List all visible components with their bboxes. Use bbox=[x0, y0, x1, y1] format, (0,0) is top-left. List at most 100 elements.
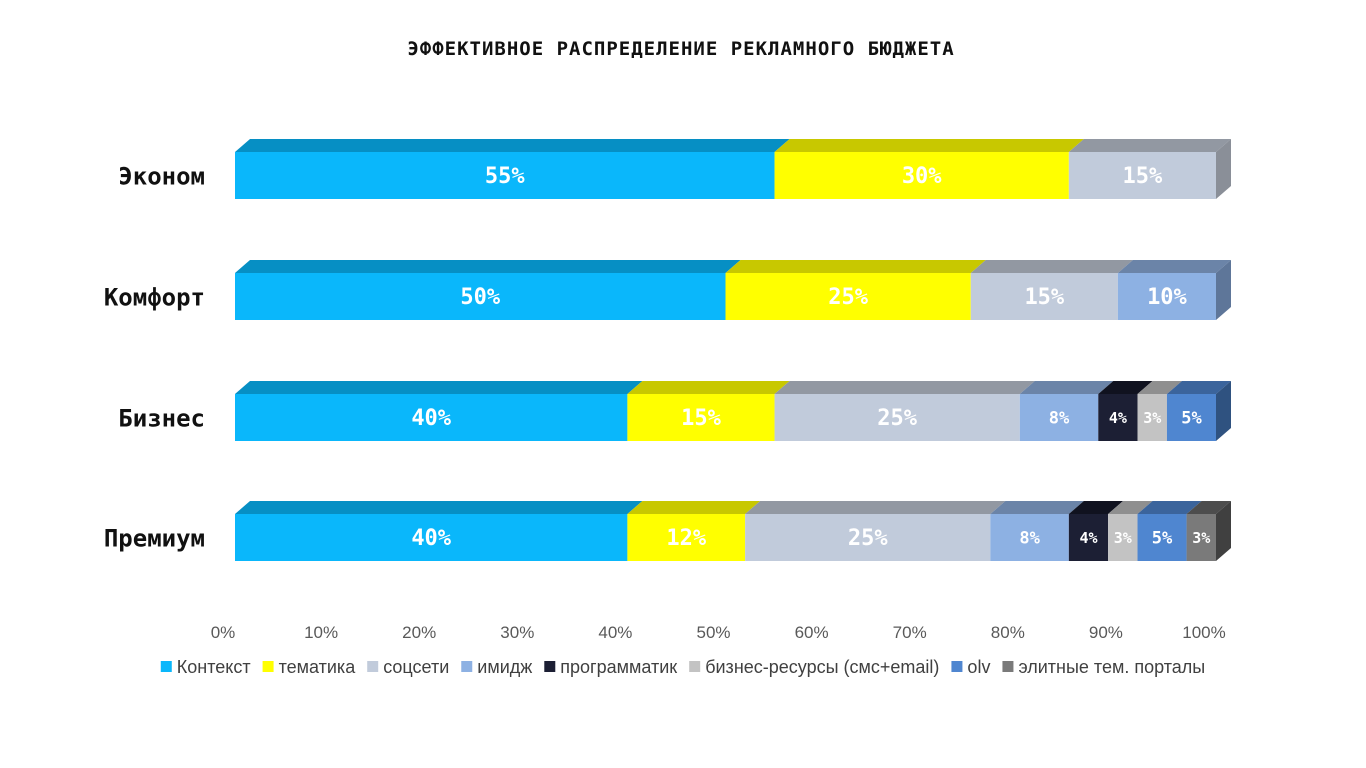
x-tick-label: 30% bbox=[500, 623, 534, 642]
bar-segment-top bbox=[1019, 381, 1114, 394]
bar-segment bbox=[1019, 394, 1099, 441]
bar-segment-top bbox=[1068, 501, 1124, 514]
bar-segment bbox=[235, 152, 775, 199]
legend-label: имидж bbox=[477, 657, 532, 677]
data-label: 55% bbox=[485, 164, 525, 189]
data-label: 25% bbox=[828, 285, 868, 310]
bar-segment bbox=[1098, 394, 1138, 441]
legend-item: соцсети bbox=[367, 657, 449, 677]
bar-segment bbox=[1186, 514, 1216, 561]
bar-side bbox=[1216, 381, 1231, 441]
x-tick-label: 90% bbox=[1089, 623, 1123, 642]
data-label: 3% bbox=[1114, 529, 1132, 547]
legend-swatch bbox=[160, 661, 172, 672]
legend-item: бизнес-ресурсы (смс+email) bbox=[689, 657, 939, 677]
bar-row-3: 40% 15% 25% 8% 4% 3% 5% bbox=[235, 381, 1231, 441]
x-tick-label: 20% bbox=[402, 623, 436, 642]
category-label: Эконом bbox=[118, 163, 205, 191]
legend-item: тематика bbox=[262, 657, 357, 677]
legend-label: бизнес-ресурсы (смс+email) bbox=[705, 657, 939, 677]
bar-segment bbox=[627, 394, 775, 441]
data-label: 40% bbox=[411, 526, 451, 551]
bar-segment-top bbox=[1117, 260, 1231, 273]
legend-swatch bbox=[689, 661, 701, 672]
legend-label: olv bbox=[967, 657, 990, 677]
bar-segment bbox=[235, 514, 628, 561]
bar-segment-top bbox=[235, 139, 790, 152]
bar-segment-top bbox=[235, 501, 643, 514]
legend-label: тематика bbox=[279, 657, 357, 677]
bar-segment bbox=[1137, 514, 1187, 561]
bar-segment bbox=[970, 273, 1118, 320]
category-label: Премиум bbox=[104, 525, 205, 553]
bar-segment bbox=[774, 152, 1069, 199]
data-label: 15% bbox=[681, 406, 721, 431]
data-label: 30% bbox=[902, 164, 942, 189]
bar-segment bbox=[1068, 152, 1216, 199]
data-label: 25% bbox=[848, 526, 888, 551]
legend-item: программатик bbox=[544, 657, 677, 677]
data-label: 25% bbox=[877, 406, 917, 431]
bar-side bbox=[1216, 139, 1231, 199]
x-tick-label: 80% bbox=[991, 623, 1025, 642]
legend-swatch bbox=[262, 661, 274, 672]
data-label: 3% bbox=[1192, 529, 1210, 547]
bar-segment bbox=[1068, 514, 1109, 561]
legend-item: элитные тем. порталы bbox=[1002, 657, 1205, 677]
bar-segment-top bbox=[774, 139, 1084, 152]
bar-side bbox=[1216, 501, 1231, 561]
data-label: 50% bbox=[460, 285, 500, 310]
bar-segment bbox=[1117, 273, 1216, 320]
data-label: 3% bbox=[1143, 409, 1161, 427]
bar-segment bbox=[745, 514, 991, 561]
legend-label: программатик bbox=[560, 657, 677, 677]
bar-segment-top bbox=[1098, 381, 1153, 394]
data-label: 8% bbox=[1019, 528, 1040, 548]
legend: Контекст тематика соцсети имидж программатик… bbox=[160, 657, 1205, 677]
bar-segment-top bbox=[990, 501, 1084, 514]
legend-label: элитные тем. порталы bbox=[1018, 657, 1205, 677]
bar-side bbox=[1216, 260, 1231, 320]
data-label: 4% bbox=[1109, 409, 1127, 427]
legend-swatch bbox=[951, 661, 963, 672]
bar-segment bbox=[725, 273, 971, 320]
bars-group: 55% 30% 15%50% 25% 15% 10%40% 15% 25% 8% 4% 3% 5%40… bbox=[235, 139, 1231, 561]
category-label: Бизнес bbox=[118, 405, 205, 433]
x-tick-label: 10% bbox=[304, 623, 338, 642]
bar-row-2: 50% 25% 15% 10% bbox=[235, 260, 1231, 320]
data-label: 10% bbox=[1147, 285, 1187, 310]
x-tick-label: 70% bbox=[893, 623, 927, 642]
chart-title: ЭФФЕКТИВНОЕ РАСПРЕДЕЛЕНИЕ РЕКЛАМНОГО БЮД… bbox=[407, 38, 954, 60]
bar-segment bbox=[774, 394, 1020, 441]
legend-swatch bbox=[367, 661, 379, 672]
bar-segment bbox=[235, 273, 726, 320]
bar-segment-top bbox=[627, 501, 761, 514]
legend-swatch bbox=[461, 661, 473, 672]
category-label: Комфорт bbox=[104, 284, 205, 312]
bar-row-1: 55% 30% 15% bbox=[235, 139, 1231, 199]
legend-label: Контекст bbox=[177, 657, 251, 677]
bar-segment-top bbox=[1108, 501, 1153, 514]
data-label: 15% bbox=[1123, 164, 1163, 189]
bar-segment-top bbox=[1166, 381, 1231, 394]
bar-segment-top bbox=[1186, 501, 1231, 514]
legend-item: olv bbox=[951, 657, 990, 677]
data-label: 4% bbox=[1079, 529, 1097, 547]
bar-segment bbox=[627, 514, 746, 561]
data-label: 5% bbox=[1152, 528, 1173, 548]
bar-segment-top bbox=[235, 260, 741, 273]
data-label: 8% bbox=[1049, 408, 1070, 428]
data-label: 15% bbox=[1024, 285, 1064, 310]
bar-segment-top bbox=[1068, 139, 1231, 152]
bar-segment bbox=[1137, 394, 1167, 441]
legend-label: соцсети bbox=[383, 657, 449, 677]
bar-segment bbox=[990, 514, 1069, 561]
legend-swatch bbox=[1002, 661, 1014, 672]
bar-segment bbox=[1166, 394, 1216, 441]
bar-segment-top bbox=[745, 501, 1006, 514]
data-label: 5% bbox=[1181, 408, 1202, 428]
bar-row-4: 40% 12% 25% 8% 4% 3% 5% 3% bbox=[235, 501, 1231, 561]
x-axis-ticks: 0% 10% 20% 30% 40% 50% 60% 70% 80% 90% 100% bbox=[211, 623, 1226, 642]
bar-segment-top bbox=[774, 381, 1035, 394]
